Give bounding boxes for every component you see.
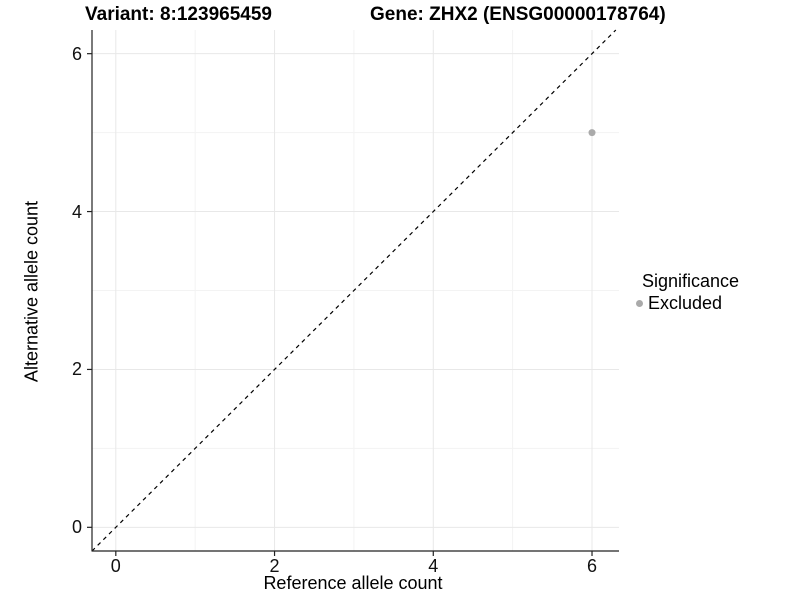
x-tick-label: 6	[586, 556, 598, 576]
x-tick-label: 2	[269, 556, 280, 576]
data-point	[588, 129, 596, 137]
plot-title-gene: Gene: ZHX2 (ENSG00000178764)	[370, 4, 666, 25]
identity-line	[91, 29, 617, 552]
excluded-point-icon	[635, 299, 643, 307]
x-tick-label: 4	[428, 556, 439, 576]
legend-title: Significance	[642, 271, 740, 291]
plot-title-variant: Variant: 8:123965459	[85, 4, 272, 25]
y-tick-label: 0	[71, 517, 82, 538]
y-tick-label: 4	[71, 201, 82, 222]
y-tick-label: 2	[71, 359, 82, 380]
legend-key	[630, 294, 648, 312]
y-tick-label: 6	[71, 43, 82, 64]
legend: Significance Excluded	[630, 270, 739, 314]
y-axis-title: Alternative allele count	[21, 200, 42, 383]
legend-item-excluded: Excluded	[630, 292, 739, 314]
legend-item-label: Excluded	[648, 293, 723, 313]
x-axis-title: Reference allele count	[263, 573, 443, 593]
x-tick-label: 0	[110, 556, 121, 576]
